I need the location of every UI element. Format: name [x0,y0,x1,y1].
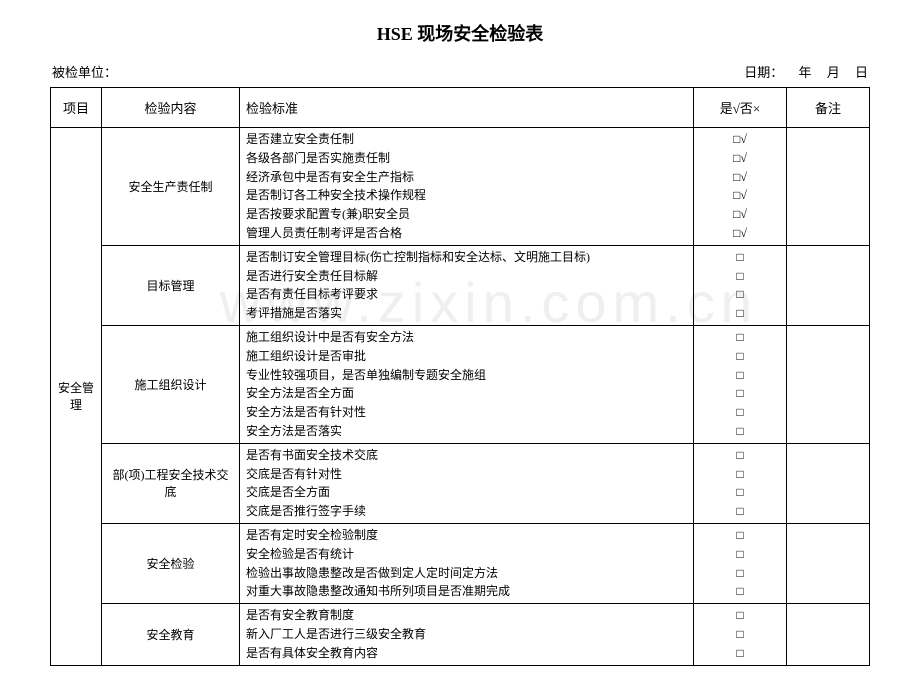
standard-text: 安全方法是否有针对性 [246,403,687,422]
standard-text: 检验出事故隐患整改是否做到定人定时间定方法 [246,564,687,583]
standard-text: 新入厂工人是否进行三级安全教育 [246,625,687,644]
check-mark: □ [700,366,780,385]
check-mark: □ [700,545,780,564]
check-mark: □√ [700,186,780,205]
content-cell: 施工组织设计 [102,325,240,443]
standard-text: 安全检验是否有统计 [246,545,687,564]
standard-cell: 是否建立安全责任制各级各部门是否实施责任制经济承包中是否有安全生产指标是否制订各… [240,128,694,246]
check-cell: □□□□ [694,245,787,325]
check-mark: □ [700,304,780,323]
standard-text: 交底是否推行签字手续 [246,502,687,521]
standard-text: 安全方法是否落实 [246,422,687,441]
standard-text: 是否有责任目标考评要求 [246,285,687,304]
th-standard: 检验标准 [240,88,694,128]
standard-text: 是否有安全教育制度 [246,606,687,625]
check-mark: □ [700,347,780,366]
project-cell: 安全管理 [51,128,102,666]
check-mark: □ [700,328,780,347]
standard-cell: 是否有安全教育制度新入厂工人是否进行三级安全教育是否有具体安全教育内容 [240,604,694,665]
content-cell: 安全教育 [102,604,240,665]
notes-cell [787,443,870,523]
inspection-table: 项目 检验内容 检验标准 是√否× 备注 安全管理安全生产责任制是否建立安全责任… [50,87,870,666]
check-cell: □□□□□□ [694,325,787,443]
standard-text: 是否进行安全责任目标解 [246,267,687,286]
check-mark: □√ [700,224,780,243]
standard-text: 是否有书面安全技术交底 [246,446,687,465]
check-mark: □ [700,502,780,521]
check-mark: □ [700,625,780,644]
check-mark: □√ [700,168,780,187]
check-mark: □ [700,465,780,484]
check-mark: □√ [700,205,780,224]
standard-text: 对重大事故隐患整改通知书所列项目是否准期完成 [246,582,687,601]
check-mark: □ [700,285,780,304]
check-mark: □ [700,606,780,625]
unit-label: 被检单位： [52,62,117,81]
standard-text: 是否有定时安全检验制度 [246,526,687,545]
month-label: 月 [827,65,840,80]
check-mark: □ [700,483,780,502]
notes-cell [787,604,870,665]
check-mark: □ [700,248,780,267]
standard-text: 经济承包中是否有安全生产指标 [246,168,687,187]
standard-text: 交底是否全方面 [246,483,687,502]
check-mark: □ [700,644,780,663]
check-mark: □ [700,403,780,422]
standard-text: 安全方法是否全方面 [246,384,687,403]
check-mark: □√ [700,130,780,149]
notes-cell [787,325,870,443]
standard-text: 交底是否有针对性 [246,465,687,484]
standard-text: 是否制订安全管理目标(伤亡控制指标和安全达标、文明施工目标) [246,248,687,267]
th-content: 检验内容 [102,88,240,128]
check-mark: □ [700,422,780,441]
page-title: HSE 现场安全检验表 [50,20,870,46]
check-cell: □□□□ [694,443,787,523]
standard-text: 是否制订各工种安全技术操作规程 [246,186,687,205]
day-label: 日 [855,65,868,80]
standard-text: 是否有具体安全教育内容 [246,644,687,663]
header-row: 被检单位： 日期： 年 月 日 [50,62,870,81]
standard-cell: 是否制订安全管理目标(伤亡控制指标和安全达标、文明施工目标)是否进行安全责任目标… [240,245,694,325]
standard-cell: 是否有书面安全技术交底交底是否有针对性交底是否全方面交底是否推行签字手续 [240,443,694,523]
standard-text: 考评措施是否落实 [246,304,687,323]
standard-text: 是否按要求配置专(兼)职安全员 [246,205,687,224]
standard-text: 专业性较强项目，是否单独编制专题安全施组 [246,366,687,385]
standard-cell: 施工组织设计中是否有安全方法施工组织设计是否审批专业性较强项目，是否单独编制专题… [240,325,694,443]
content-cell: 安全生产责任制 [102,128,240,246]
standard-text: 施工组织设计中是否有安全方法 [246,328,687,347]
check-cell: □√□√□√□√□√□√ [694,128,787,246]
standard-text: 施工组织设计是否审批 [246,347,687,366]
notes-cell [787,245,870,325]
standard-cell: 是否有定时安全检验制度安全检验是否有统计检验出事故隐患整改是否做到定人定时间定方… [240,523,694,603]
check-mark: □ [700,446,780,465]
notes-cell [787,128,870,246]
notes-cell [787,523,870,603]
check-mark: □ [700,526,780,545]
th-project: 项目 [51,88,102,128]
check-mark: □√ [700,149,780,168]
standard-text: 是否建立安全责任制 [246,130,687,149]
check-mark: □ [700,384,780,403]
check-mark: □ [700,564,780,583]
date-block: 日期： 年 月 日 [732,62,868,81]
date-label: 日期： [744,65,783,80]
standard-text: 各级各部门是否实施责任制 [246,149,687,168]
content-cell: 部(项)工程安全技术交底 [102,443,240,523]
content-cell: 安全检验 [102,523,240,603]
check-cell: □□□ [694,604,787,665]
th-check: 是√否× [694,88,787,128]
content-cell: 目标管理 [102,245,240,325]
th-notes: 备注 [787,88,870,128]
check-cell: □□□□ [694,523,787,603]
standard-text: 管理人员责任制考评是否合格 [246,224,687,243]
check-mark: □ [700,267,780,286]
check-mark: □ [700,582,780,601]
year-label: 年 [798,65,811,80]
